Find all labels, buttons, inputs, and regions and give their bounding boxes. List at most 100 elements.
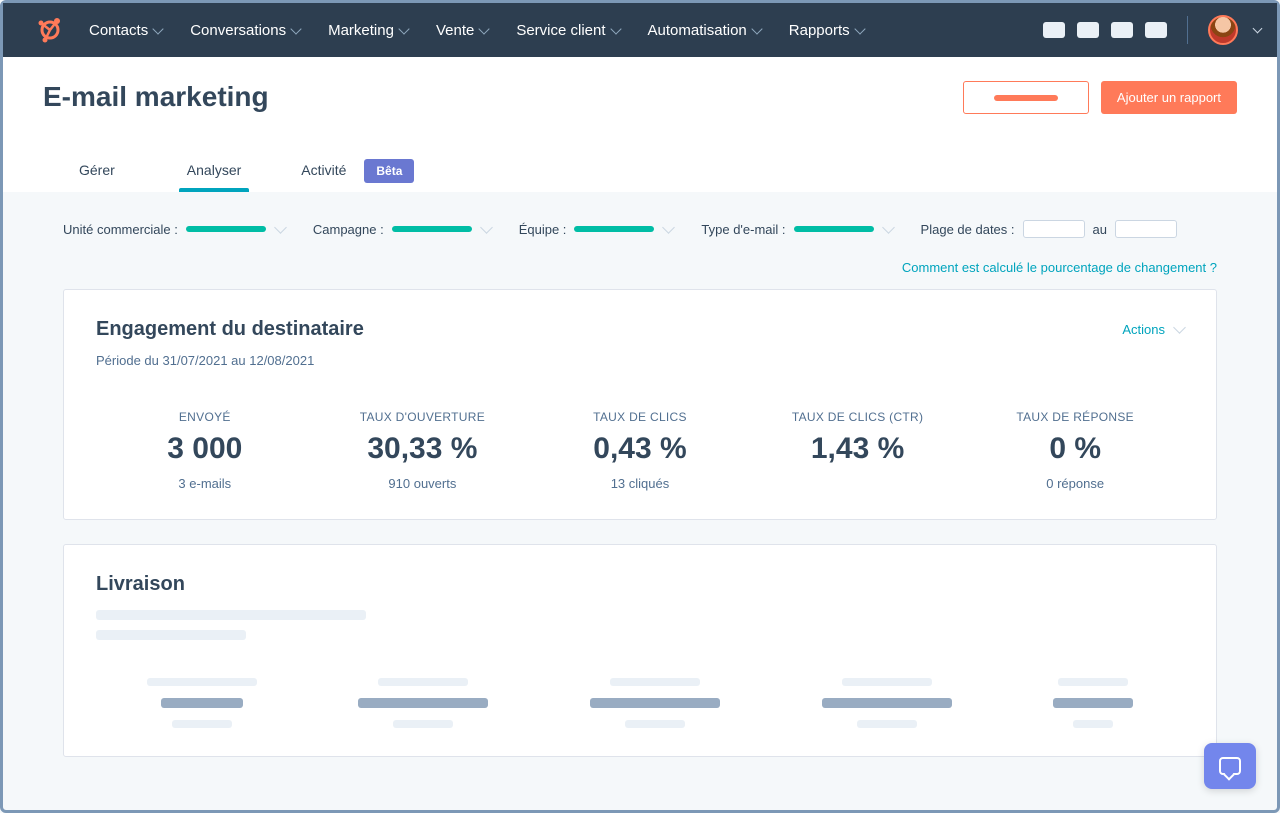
placeholder-bar: [994, 95, 1058, 101]
metric-taux-clics: TAUX DE CLICS 0,43 % 13 cliqués: [531, 410, 749, 491]
filter-label: Équipe :: [519, 222, 567, 237]
chevron-down-icon: [751, 23, 762, 34]
card-title: Livraison: [96, 573, 1184, 596]
header-top: E-mail marketing Ajouter un rapport: [43, 81, 1237, 114]
nav-divider: [1187, 16, 1188, 44]
metric-label: TAUX DE RÉPONSE: [966, 410, 1184, 424]
filter-bar: Unité commerciale : Campagne : Équipe : …: [63, 220, 1217, 238]
add-report-button[interactable]: Ajouter un rapport: [1101, 81, 1237, 114]
nav-label: Vente: [436, 22, 474, 39]
filter-label: Unité commerciale :: [63, 222, 178, 237]
nav-pill-4[interactable]: [1145, 22, 1167, 38]
create-email-button[interactable]: [963, 81, 1089, 114]
card-header: Engagement du destinataire Période du 31…: [96, 318, 1184, 368]
metric-taux-ouverture: TAUX D'OUVERTURE 30,33 % 910 ouverts: [314, 410, 532, 491]
date-from-input[interactable]: [1023, 220, 1085, 238]
filter-value-placeholder: [186, 226, 266, 232]
metric-label: TAUX DE CLICS (CTR): [749, 410, 967, 424]
card-actions-menu[interactable]: Actions: [1122, 322, 1184, 337]
filter-label: Plage de dates :: [921, 222, 1015, 237]
chevron-down-icon: [479, 23, 490, 34]
nav-pill-3[interactable]: [1111, 22, 1133, 38]
nav-label: Rapports: [789, 22, 850, 39]
metric-sub: 3 e-mails: [96, 476, 314, 491]
beta-badge: Bêta: [364, 159, 414, 183]
metric-sub: 0 réponse: [966, 476, 1184, 491]
filter-label: Campagne :: [313, 222, 384, 237]
tab-activite[interactable]: Activité: [277, 150, 354, 192]
filter-email-type[interactable]: Type d'e-mail :: [701, 222, 892, 237]
page-title: E-mail marketing: [43, 81, 269, 113]
hubspot-logo[interactable]: [35, 15, 65, 45]
metric-value: 1,43 %: [749, 432, 967, 466]
filter-value-placeholder: [794, 226, 874, 232]
nav-items: Contacts Conversations Marketing Vente S…: [89, 22, 1043, 39]
page-header: E-mail marketing Ajouter un rapport Gére…: [3, 57, 1277, 192]
tab-analyser[interactable]: Analyser: [151, 150, 277, 192]
filter-label: Type d'e-mail :: [701, 222, 785, 237]
user-avatar[interactable]: [1208, 15, 1238, 45]
chevron-down-icon: [398, 23, 409, 34]
tabs: Gérer Analyser Activité Bêta: [43, 150, 1237, 192]
nav-service-client[interactable]: Service client: [516, 22, 619, 39]
tab-gerer[interactable]: Gérer: [43, 150, 151, 192]
metric-label: TAUX DE CLICS: [531, 410, 749, 424]
skeleton-metric: [147, 678, 257, 728]
chat-icon: [1219, 757, 1241, 775]
chevron-down-icon: [274, 221, 287, 234]
skeleton-metrics: [96, 678, 1184, 728]
nav-vente[interactable]: Vente: [436, 22, 488, 39]
metric-label: ENVOYÉ: [96, 410, 314, 424]
nav-pill-2[interactable]: [1077, 22, 1099, 38]
chat-widget-button[interactable]: [1204, 743, 1256, 789]
metric-taux-reponse: TAUX DE RÉPONSE 0 % 0 réponse: [966, 410, 1184, 491]
nav-right: [1043, 15, 1261, 45]
chevron-down-icon[interactable]: [1253, 24, 1263, 34]
metric-value: 30,33 %: [314, 432, 532, 466]
chevron-down-icon: [153, 23, 164, 34]
nav-label: Contacts: [89, 22, 148, 39]
chevron-down-icon: [854, 23, 865, 34]
nav-pill-1[interactable]: [1043, 22, 1065, 38]
filter-unit[interactable]: Unité commerciale :: [63, 222, 285, 237]
actions-label: Actions: [1122, 322, 1165, 337]
metric-value: 0,43 %: [531, 432, 749, 466]
nav-conversations[interactable]: Conversations: [190, 22, 300, 39]
nav-contacts[interactable]: Contacts: [89, 22, 162, 39]
top-nav: Contacts Conversations Marketing Vente S…: [3, 3, 1277, 57]
nav-label: Service client: [516, 22, 605, 39]
metric-sub: 910 ouverts: [314, 476, 532, 491]
nav-label: Conversations: [190, 22, 286, 39]
metric-taux-clics-ctr: TAUX DE CLICS (CTR) 1,43 %: [749, 410, 967, 491]
skeleton-line: [96, 610, 366, 620]
filter-team[interactable]: Équipe :: [519, 222, 674, 237]
nav-marketing[interactable]: Marketing: [328, 22, 408, 39]
header-actions: Ajouter un rapport: [963, 81, 1237, 114]
filter-value-placeholder: [392, 226, 472, 232]
nav-rapports[interactable]: Rapports: [789, 22, 864, 39]
chevron-down-icon: [1173, 321, 1186, 334]
engagement-card: Engagement du destinataire Période du 31…: [63, 289, 1217, 520]
metric-label: TAUX D'OUVERTURE: [314, 410, 532, 424]
metric-value: 3 000: [96, 432, 314, 466]
nav-label: Marketing: [328, 22, 394, 39]
nav-automatisation[interactable]: Automatisation: [648, 22, 761, 39]
date-separator: au: [1093, 222, 1107, 237]
filter-campaign[interactable]: Campagne :: [313, 222, 491, 237]
skeleton-metric: [358, 678, 488, 728]
chevron-down-icon: [290, 23, 301, 34]
filter-date-range: Plage de dates : au: [921, 220, 1177, 238]
content: Unité commerciale : Campagne : Équipe : …: [3, 192, 1277, 785]
date-to-input[interactable]: [1115, 220, 1177, 238]
skeleton-metric: [1053, 678, 1133, 728]
chevron-down-icon: [882, 221, 895, 234]
nav-label: Automatisation: [648, 22, 747, 39]
help-link-percentage[interactable]: Comment est calculé le pourcentage de ch…: [63, 260, 1217, 275]
metrics-row: ENVOYÉ 3 000 3 e-mails TAUX D'OUVERTURE …: [96, 410, 1184, 491]
skeleton-line: [96, 630, 246, 640]
delivery-card: Livraison: [63, 544, 1217, 757]
filter-value-placeholder: [574, 226, 654, 232]
card-title: Engagement du destinataire: [96, 318, 364, 341]
card-period: Période du 31/07/2021 au 12/08/2021: [96, 353, 364, 368]
metric-value: 0 %: [966, 432, 1184, 466]
